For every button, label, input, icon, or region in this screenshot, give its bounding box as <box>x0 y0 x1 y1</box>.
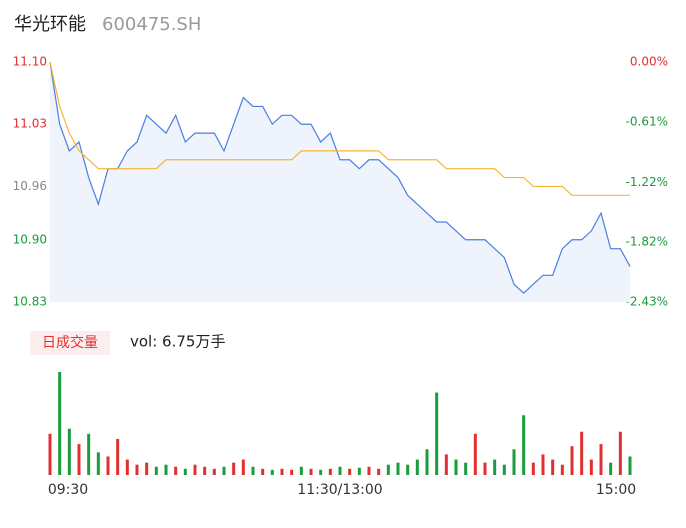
price-area <box>50 62 630 302</box>
volume-bar <box>280 468 284 475</box>
stock-code: 600475.SH <box>102 14 201 35</box>
volume-bar <box>348 468 352 475</box>
volume-bar <box>531 462 535 475</box>
volume-bar <box>174 466 178 475</box>
volume-bar <box>473 433 477 475</box>
volume-bar <box>444 454 448 475</box>
y2-tick-label: -2.43% <box>626 295 668 309</box>
volume-bar <box>164 464 168 475</box>
volume-tab[interactable] <box>30 331 110 355</box>
volume-bar <box>96 452 100 475</box>
volume-bar <box>541 454 545 475</box>
volume-bar <box>154 466 158 475</box>
volume-bar <box>560 464 564 475</box>
volume-bar <box>493 459 497 475</box>
y2-tick-label: -0.61% <box>626 115 668 129</box>
volume-bar <box>319 469 323 475</box>
volume-bar <box>58 372 62 475</box>
volume-bar <box>222 466 226 475</box>
stock-name: 华光环能 <box>14 14 86 35</box>
volume-bar <box>580 431 584 475</box>
volume-bar <box>435 392 439 475</box>
volume-bar <box>135 464 139 475</box>
average-line <box>49 61 630 196</box>
y2-tick-label: -1.82% <box>626 234 668 248</box>
volume-bar <box>77 444 81 475</box>
volume-bar <box>396 462 400 475</box>
volume-bar <box>251 466 255 475</box>
volume-bar <box>628 456 632 475</box>
volume-bar <box>367 466 371 475</box>
volume-bar <box>512 449 516 475</box>
volume-bar <box>338 466 342 475</box>
volume-bar <box>183 468 187 475</box>
volume-bar <box>415 459 419 475</box>
volume-bar <box>589 459 593 475</box>
volume-bar <box>609 462 613 475</box>
volume-bar <box>299 466 303 475</box>
volume-bar <box>125 459 129 475</box>
volume-bar <box>116 438 120 475</box>
volume-bar <box>618 431 622 475</box>
volume-bar <box>203 466 207 475</box>
volume-bar <box>193 464 197 475</box>
volume-bar <box>406 464 410 475</box>
volume-bar <box>290 469 294 475</box>
price-line <box>49 61 631 294</box>
volume-bar <box>551 459 555 475</box>
y2-tick-label: -1.22% <box>626 175 668 189</box>
volume-bar <box>241 459 245 475</box>
volume-bar <box>261 468 265 475</box>
volume-bar <box>425 449 429 475</box>
volume-tab-label[interactable]: 日成交量 <box>42 334 98 351</box>
volume-bar <box>386 464 390 475</box>
volume-bar <box>464 462 468 475</box>
volume-bar <box>232 462 236 475</box>
x-tick-label: 09:30 <box>48 482 88 498</box>
volume-bar <box>599 444 603 475</box>
volume-bar <box>502 464 506 475</box>
volume-bar <box>522 415 526 475</box>
x-tick-label: 11:30/13:00 <box>297 482 382 498</box>
volume-bar <box>483 462 487 475</box>
volume-bar <box>87 433 91 475</box>
volume-bar <box>309 468 313 475</box>
y-tick-label: 11.03 <box>13 117 47 131</box>
volume-bar <box>48 433 52 475</box>
volume-bar <box>328 468 332 475</box>
volume-bar <box>212 468 216 475</box>
y-tick-label: 10.83 <box>13 295 47 309</box>
volume-bar <box>454 459 458 475</box>
volume-bar <box>357 467 361 475</box>
volume-bar <box>145 462 149 475</box>
y-tick-label: 10.90 <box>13 232 47 246</box>
y-tick-label: 11.10 <box>13 55 47 69</box>
volume-bar <box>106 456 110 475</box>
y-tick-label: 10.96 <box>13 179 47 193</box>
volume-bar <box>570 446 574 475</box>
y2-tick-label: 0.00% <box>630 55 668 69</box>
volume-bar <box>67 428 71 475</box>
volume-bar <box>270 469 274 475</box>
x-tick-label: 15:00 <box>596 482 636 498</box>
volume-total: vol: 6.75万手 <box>130 333 225 351</box>
volume-bar <box>377 468 381 475</box>
